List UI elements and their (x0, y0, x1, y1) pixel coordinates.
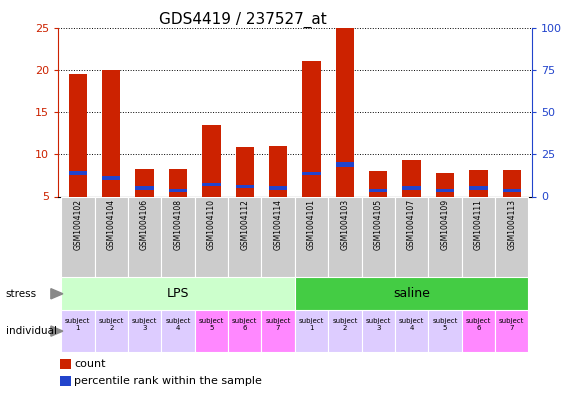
Polygon shape (51, 288, 63, 299)
Text: GSM1004111: GSM1004111 (474, 199, 483, 250)
Text: GSM1004109: GSM1004109 (440, 199, 450, 250)
Bar (328, 310, 361, 352)
Text: GSM1004113: GSM1004113 (507, 199, 516, 250)
Bar (302, 172, 321, 175)
Bar (395, 310, 428, 352)
Text: subject
2: subject 2 (98, 318, 124, 331)
Text: GSM1004112: GSM1004112 (240, 199, 249, 250)
Bar (236, 184, 254, 188)
Bar (95, 196, 128, 277)
Bar (102, 70, 120, 196)
Bar (295, 196, 328, 277)
Bar (361, 310, 395, 352)
Bar (202, 183, 221, 186)
Text: GSM1004107: GSM1004107 (407, 199, 416, 250)
Bar (69, 74, 87, 196)
Text: GSM1004101: GSM1004101 (307, 199, 316, 250)
Bar (462, 310, 495, 352)
Bar (61, 310, 95, 352)
Bar (60, 359, 71, 369)
Bar (495, 310, 528, 352)
Text: GSM1004103: GSM1004103 (340, 199, 349, 250)
Text: GDS4419 / 237527_at: GDS4419 / 237527_at (159, 12, 327, 28)
Bar (436, 173, 454, 196)
Text: subject
4: subject 4 (399, 318, 424, 331)
Bar (169, 189, 187, 192)
Text: GSM1004108: GSM1004108 (173, 199, 183, 250)
Bar (169, 169, 187, 196)
Bar (295, 310, 328, 352)
Bar (128, 310, 161, 352)
Bar (135, 186, 154, 190)
Bar (261, 196, 295, 277)
Bar (428, 310, 462, 352)
Bar (369, 189, 387, 192)
Text: subject
7: subject 7 (265, 318, 291, 331)
Bar (202, 125, 221, 196)
Bar (436, 189, 454, 192)
Bar (61, 196, 95, 277)
Bar (369, 171, 387, 196)
Bar (502, 170, 521, 196)
Bar (161, 310, 195, 352)
Text: count: count (75, 358, 106, 369)
Bar (402, 186, 421, 190)
Text: stress: stress (6, 289, 37, 299)
Bar (95, 310, 128, 352)
Text: subject
3: subject 3 (365, 318, 391, 331)
Text: individual: individual (6, 326, 57, 336)
Text: subject
6: subject 6 (466, 318, 491, 331)
Bar (135, 169, 154, 196)
Bar (336, 162, 354, 167)
Text: GSM1004104: GSM1004104 (107, 199, 116, 250)
Bar (61, 277, 295, 310)
Bar (395, 196, 428, 277)
Text: subject
1: subject 1 (299, 318, 324, 331)
Bar (328, 196, 361, 277)
Text: saline: saline (393, 287, 430, 300)
Bar (195, 196, 228, 277)
Bar (69, 171, 87, 175)
Bar (469, 170, 487, 196)
Bar (195, 310, 228, 352)
Bar (161, 196, 195, 277)
Bar (128, 196, 161, 277)
Text: GSM1004114: GSM1004114 (273, 199, 283, 250)
Bar (228, 196, 261, 277)
Bar (336, 28, 354, 196)
Text: GSM1004105: GSM1004105 (374, 199, 383, 250)
Text: subject
6: subject 6 (232, 318, 257, 331)
Bar (502, 189, 521, 192)
Text: GSM1004102: GSM1004102 (73, 199, 82, 250)
Bar (462, 196, 495, 277)
Bar (428, 196, 462, 277)
Bar (469, 186, 487, 190)
Bar (495, 196, 528, 277)
Text: percentile rank within the sample: percentile rank within the sample (75, 376, 262, 386)
Polygon shape (51, 326, 63, 336)
Text: subject
4: subject 4 (165, 318, 191, 331)
Text: subject
5: subject 5 (432, 318, 458, 331)
Bar (302, 61, 321, 196)
Text: GSM1004110: GSM1004110 (207, 199, 216, 250)
Bar (402, 160, 421, 196)
Text: subject
3: subject 3 (132, 318, 157, 331)
Bar (236, 147, 254, 196)
Bar (102, 176, 120, 180)
Bar (361, 196, 395, 277)
Bar (228, 310, 261, 352)
Text: subject
2: subject 2 (332, 318, 358, 331)
Text: subject
7: subject 7 (499, 318, 524, 331)
Bar (261, 310, 295, 352)
Bar (60, 376, 71, 386)
Bar (269, 186, 287, 190)
Bar (295, 277, 528, 310)
Text: LPS: LPS (166, 287, 189, 300)
Text: subject
5: subject 5 (199, 318, 224, 331)
Text: subject
1: subject 1 (65, 318, 91, 331)
Text: GSM1004106: GSM1004106 (140, 199, 149, 250)
Bar (269, 146, 287, 196)
